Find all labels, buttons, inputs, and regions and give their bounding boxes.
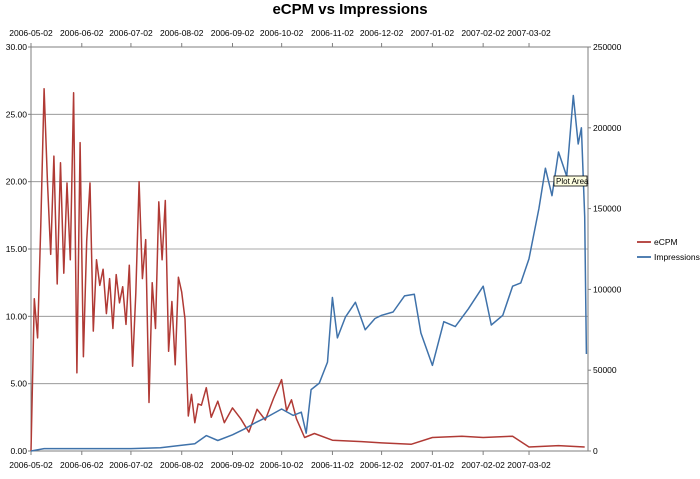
x-bottom-tick-label: 2006-11-02 bbox=[311, 460, 354, 470]
legend: eCPM Impressions bbox=[637, 237, 700, 262]
x-bottom-tick-label: 2006-09-02 bbox=[211, 460, 255, 470]
x-bottom-tick-label: 2006-05-02 bbox=[9, 460, 53, 470]
legend-label: eCPM bbox=[654, 237, 678, 247]
x-top-tick-label: 2006-11-02 bbox=[311, 28, 354, 38]
legend-label: Impressions bbox=[654, 252, 700, 262]
plot-area-tooltip: Plot Area bbox=[553, 175, 589, 187]
x-top-tick-label: 2006-12-02 bbox=[360, 28, 404, 38]
y-left-tick-label: 10.00 bbox=[6, 311, 28, 321]
x-top-tick-label: 2006-09-02 bbox=[211, 28, 255, 38]
x-top-tick-label: 2006-08-02 bbox=[160, 28, 204, 38]
grid-lines bbox=[31, 46, 588, 385]
series-lines bbox=[30, 87, 588, 452]
x-bottom-tick-label: 2006-12-02 bbox=[360, 460, 404, 470]
y-left-tick-label: 0.00 bbox=[10, 446, 27, 456]
x-bottom-tick-label: 2007-02-02 bbox=[461, 460, 505, 470]
y-right-tick-label: 200000 bbox=[593, 123, 622, 133]
x-top-tick-label: 2006-06-02 bbox=[60, 28, 104, 38]
y-right-tick-label: 150000 bbox=[593, 204, 622, 214]
x-top-tick-label: 2006-10-02 bbox=[260, 28, 304, 38]
x-top-tick-label: 2006-07-02 bbox=[109, 28, 153, 38]
y-left-tick-label: 30.00 bbox=[6, 42, 28, 52]
x-bottom-tick-label: 2006-08-02 bbox=[160, 460, 204, 470]
y-left-tick-label: 5.00 bbox=[10, 379, 27, 389]
x-bottom-tick-label: 2007-03-02 bbox=[507, 460, 551, 470]
x-top-tick-label: 2007-01-02 bbox=[411, 28, 455, 38]
y-left-tick-label: 25.00 bbox=[6, 109, 28, 119]
series-line-impressions bbox=[30, 94, 588, 452]
x-bottom-tick-label: 2006-06-02 bbox=[60, 460, 104, 470]
tick-labels: 0.00 5.00 10.00 15.00 20.00 25.00 30.00 0 50000 1… bbox=[6, 28, 622, 470]
y-right-tick-label: 100000 bbox=[593, 284, 622, 294]
y-right-tick-label: 0 bbox=[593, 446, 598, 456]
x-bottom-tick-label: 2006-07-02 bbox=[109, 460, 153, 470]
x-top-tick-label: 2006-05-02 bbox=[9, 28, 53, 38]
y-right-tick-label: 50000 bbox=[593, 365, 617, 375]
x-top-tick-label: 2007-03-02 bbox=[507, 28, 551, 38]
y-left-tick-label: 15.00 bbox=[6, 244, 28, 254]
x-bottom-tick-label: 2006-10-02 bbox=[260, 460, 304, 470]
y-right-tick-label: 250000 bbox=[593, 42, 622, 52]
chart-title: eCPM vs Impressions bbox=[272, 1, 427, 18]
tooltip-box bbox=[553, 175, 588, 187]
series-line-ecpm bbox=[30, 87, 585, 452]
x-bottom-tick-label: 2007-01-02 bbox=[411, 460, 455, 470]
x-top-tick-label: 2007-02-02 bbox=[461, 28, 505, 38]
y-left-tick-label: 20.00 bbox=[6, 177, 28, 187]
tooltip-text: Plot Area bbox=[556, 177, 589, 186]
